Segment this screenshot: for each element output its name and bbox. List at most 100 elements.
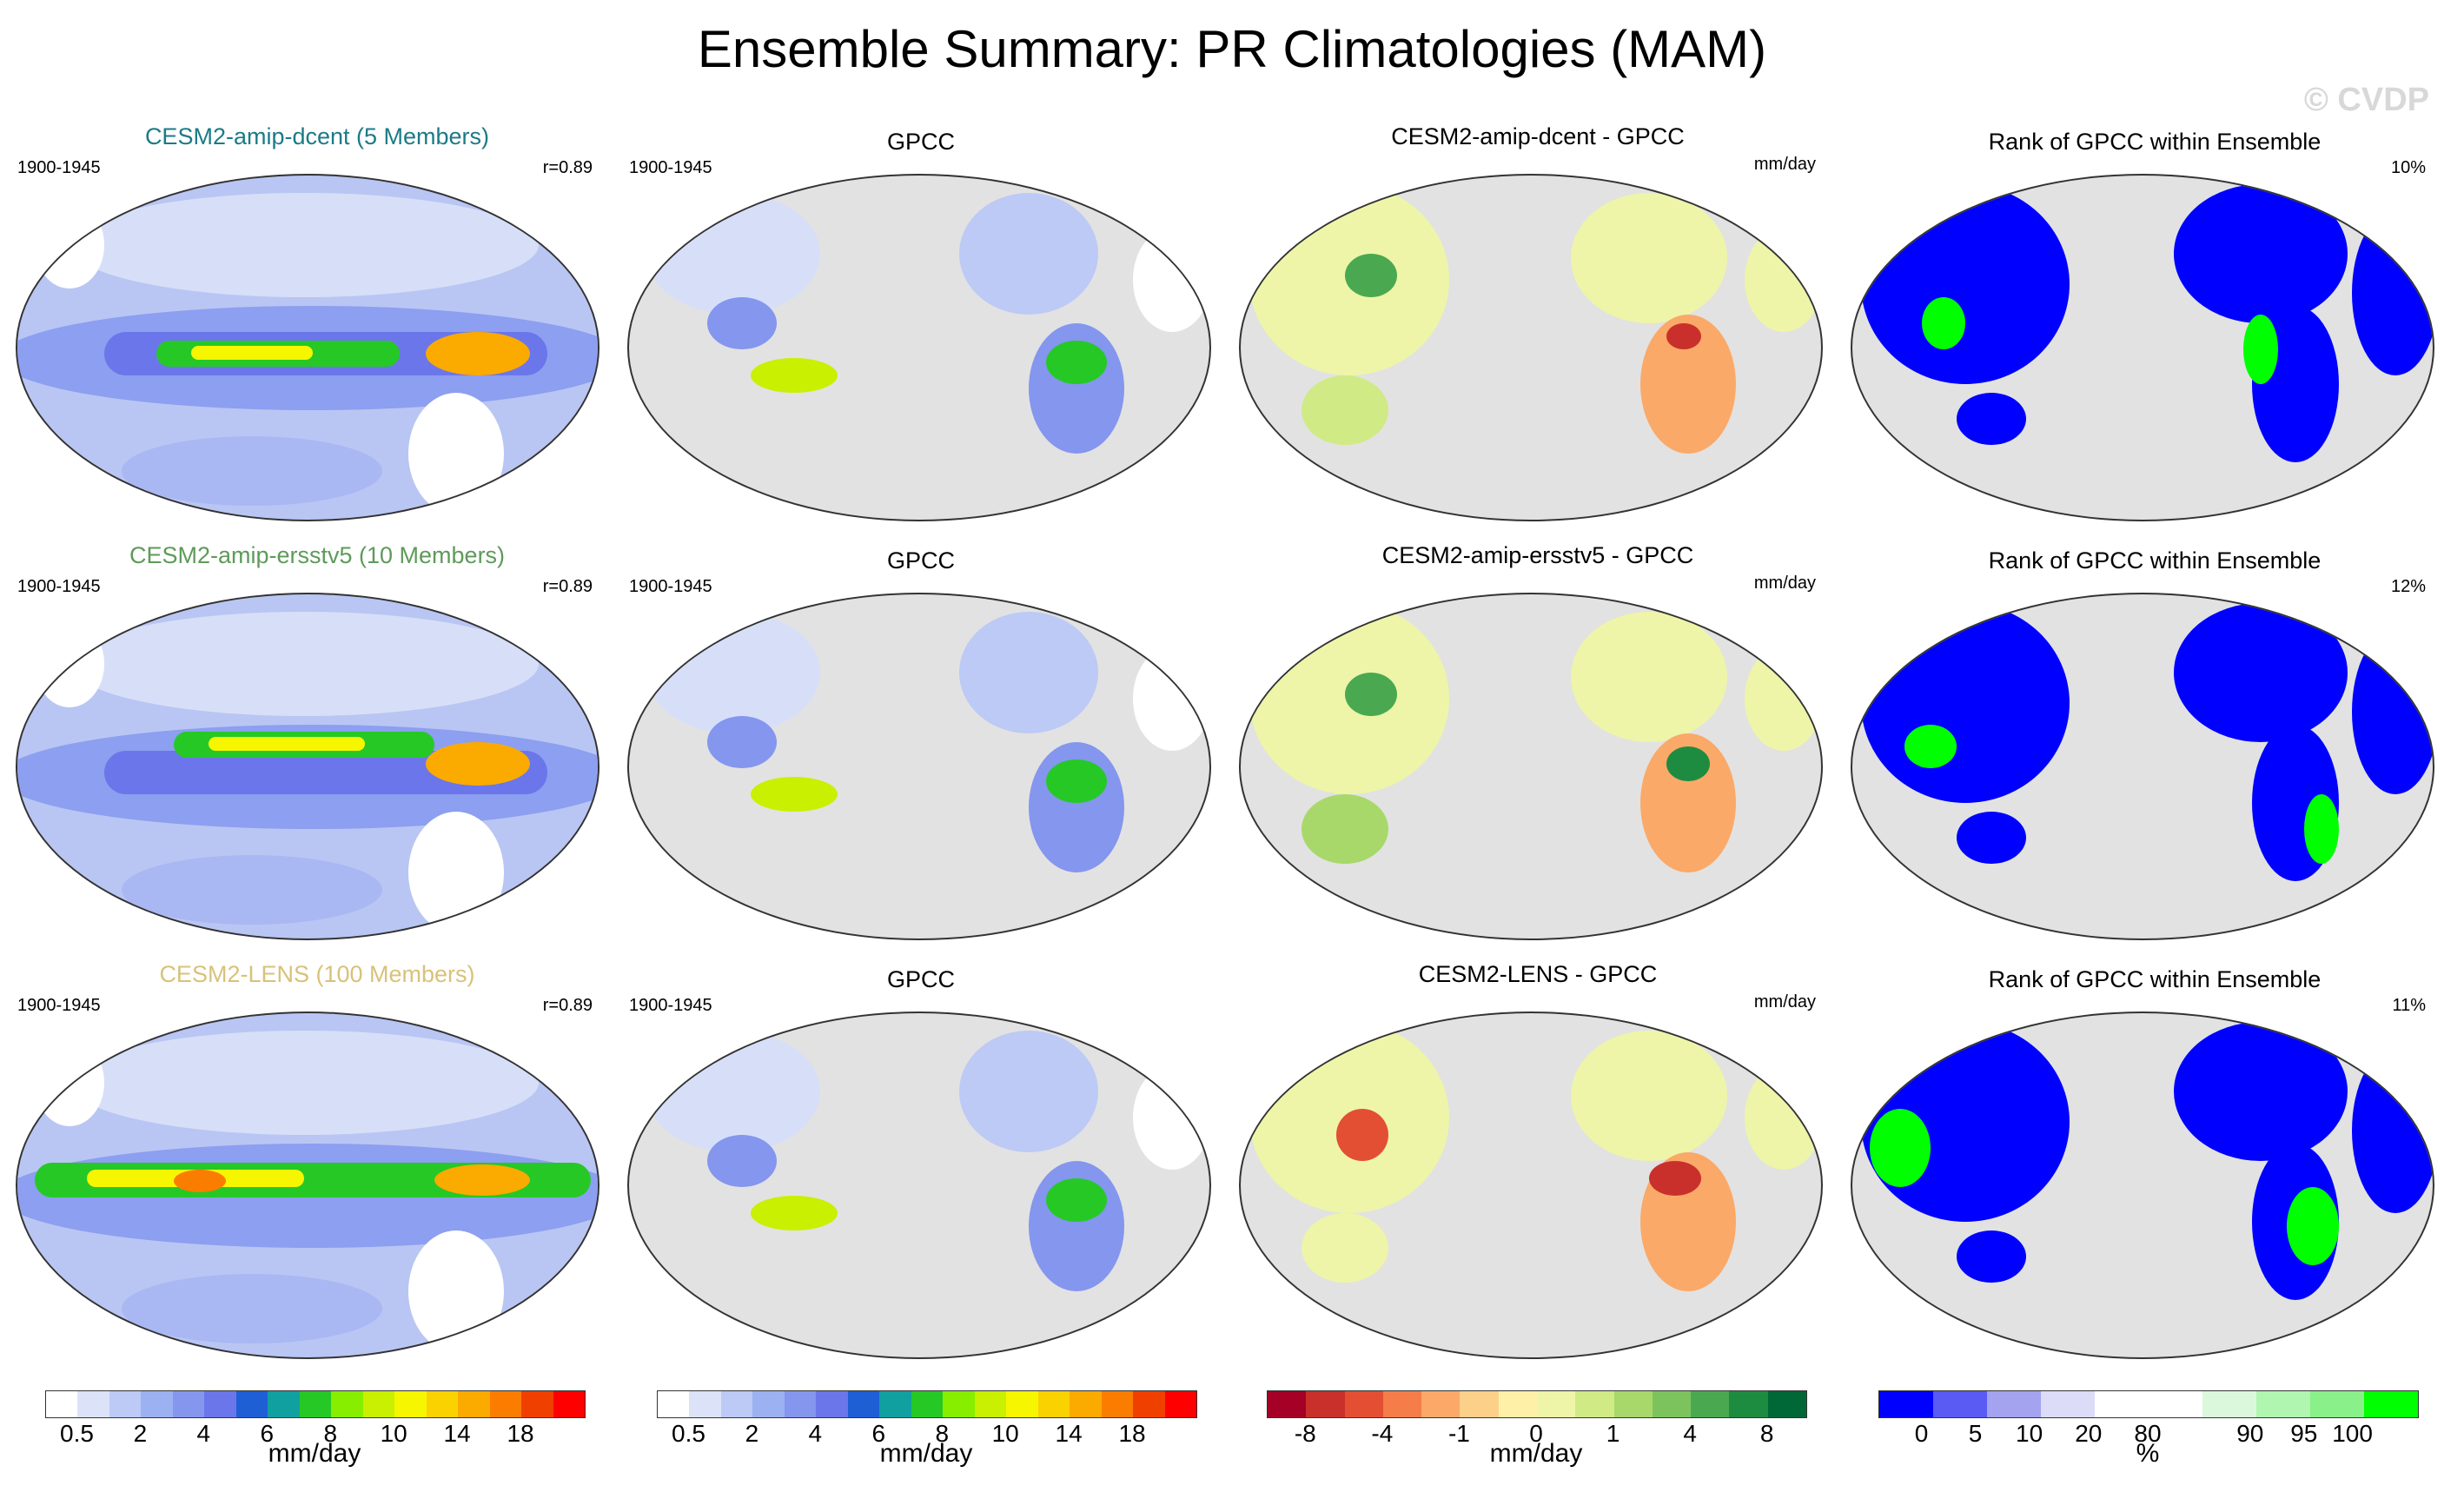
rank-title: Rank of GPCC within Ensemble [1988, 129, 2322, 155]
obs-title: GPCC [886, 129, 955, 155]
colorbar-swatch [299, 1391, 332, 1417]
period-label: 1900-1945 [17, 996, 101, 1015]
colorbar-swatch [204, 1391, 236, 1417]
colorbar-swatch [235, 1391, 268, 1417]
period-label: 1900-1945 [17, 158, 101, 177]
colorbar-tick-label: 90 [2236, 1420, 2264, 1447]
colorbar-swatch [331, 1391, 363, 1417]
colorbar-swatch [1268, 1391, 1307, 1417]
colorbar-swatch [2149, 1391, 2202, 1417]
model-map [16, 1011, 599, 1359]
colorbar-swatch [1460, 1391, 1499, 1417]
colorbar-tick-label: -8 [1294, 1420, 1316, 1447]
colorbar-swatch [1933, 1391, 1987, 1417]
colorbar-tick-label: 0 [1914, 1420, 1929, 1447]
diff-map [1239, 1011, 1823, 1359]
colorbar-tick-label: 18 [507, 1420, 534, 1447]
model-title-row1: CESM2-amip-dcent (5 Members) [144, 123, 490, 149]
obs-title: GPCC [886, 966, 955, 992]
colorbar-swatch [2095, 1391, 2149, 1417]
colorbar-swatch [2041, 1391, 2095, 1417]
colorbar-tick-label: 80 [2134, 1420, 2162, 1447]
colorbar-swatch [46, 1391, 78, 1417]
obs-map [627, 593, 1211, 940]
model-map [16, 593, 599, 940]
colorbar-swatch [426, 1391, 459, 1417]
colorbar-swatch [974, 1391, 1007, 1417]
colorbar-swatch [1879, 1391, 1933, 1417]
colorbar-swatch [2202, 1391, 2256, 1417]
obs-precip-colorbar [657, 1390, 1197, 1418]
colorbar-swatch [816, 1391, 848, 1417]
colorbar-swatch [77, 1391, 109, 1417]
colorbar-tick-label: 10 [991, 1420, 1019, 1447]
colorbar-tick-label: 1 [1606, 1420, 1620, 1447]
colorbar-swatch [720, 1391, 753, 1417]
colorbar-swatch [1101, 1391, 1134, 1417]
colorbar-swatch [1652, 1391, 1692, 1417]
colorbar-swatch [1536, 1391, 1576, 1417]
colorbar-tick-label: 0.5 [60, 1420, 94, 1447]
rank-map [1851, 593, 2434, 940]
rank-title: Rank of GPCC within Ensemble [1988, 547, 2322, 574]
colorbar-swatch [2256, 1391, 2310, 1417]
colorbar-tick-label: 0.5 [672, 1420, 705, 1447]
colorbar-swatch [141, 1391, 173, 1417]
rank-map [1851, 174, 2434, 521]
colorbar-units: mm/day [879, 1439, 973, 1468]
rank-map [1851, 1011, 2434, 1359]
colorbar-swatch [172, 1391, 205, 1417]
obs-period-label: 1900-1945 [629, 158, 712, 177]
colorbar-swatch [1613, 1391, 1653, 1417]
colorbar-tick-label: 8 [1759, 1420, 1774, 1447]
colorbar-swatch [1987, 1391, 2041, 1417]
colorbar-tick-label: 2 [745, 1420, 759, 1447]
diff-map [1239, 174, 1823, 521]
diff-map [1239, 593, 1823, 940]
rank-percent-label: 12% [2390, 577, 2426, 596]
obs-map [627, 174, 1211, 521]
colorbar-swatch [1498, 1391, 1537, 1417]
colorbar-units: mm/day [1489, 1439, 1583, 1468]
colorbar-tick-label: 100 [2332, 1420, 2373, 1447]
colorbar-swatch [784, 1391, 817, 1417]
colorbar-swatch [2364, 1391, 2418, 1417]
correlation-label: r=0.89 [542, 996, 593, 1015]
colorbar-swatch [1164, 1391, 1196, 1417]
obs-period-label: 1900-1945 [629, 996, 712, 1015]
colorbar-tick-label: 10 [2016, 1420, 2043, 1447]
colorbar-swatch [1421, 1391, 1461, 1417]
precip-colorbar [45, 1390, 586, 1418]
colorbar-swatch [1767, 1391, 1806, 1417]
colorbar-tick-label: 10 [380, 1420, 407, 1447]
diff-units-label: mm/day [1753, 155, 1816, 174]
colorbar-swatch [752, 1391, 785, 1417]
page-title: Ensemble Summary: PR Climatologies (MAM) [697, 20, 1767, 78]
colorbar-tick-label: 8 [323, 1420, 338, 1447]
colorbar-tick-label: 14 [443, 1420, 471, 1447]
model-title-row2: CESM2-amip-ersstv5 (10 Members) [129, 542, 506, 568]
colorbar-tick-label: -4 [1371, 1420, 1394, 1447]
colorbar-tick-label: 2 [133, 1420, 148, 1447]
correlation-label: r=0.89 [542, 158, 593, 177]
colorbar-swatch [847, 1391, 880, 1417]
obs-map [627, 1011, 1211, 1359]
colorbar-swatch [1306, 1391, 1345, 1417]
colorbar-swatch [1070, 1391, 1102, 1417]
model-title-row3: CESM2-LENS (100 Members) [159, 961, 475, 987]
colorbar-swatch [109, 1391, 142, 1417]
colorbar-swatch [458, 1391, 490, 1417]
colorbar-swatch [1344, 1391, 1383, 1417]
colorbar-swatch [489, 1391, 522, 1417]
model-map [16, 174, 599, 521]
rank-percent-label: 11% [2392, 996, 2426, 1015]
colorbar-swatch [689, 1391, 721, 1417]
colorbar-tick-label: 0 [1529, 1420, 1543, 1447]
colorbar-tick-label: 6 [871, 1420, 886, 1447]
colorbar-tick-label: 6 [260, 1420, 275, 1447]
diff-title: CESM2-LENS - GPCC [1418, 961, 1658, 987]
colorbar-swatch [1006, 1391, 1038, 1417]
watermark: © CVDP [2303, 82, 2429, 118]
colorbar-swatch [1575, 1391, 1614, 1417]
diff-units-label: mm/day [1753, 574, 1816, 593]
